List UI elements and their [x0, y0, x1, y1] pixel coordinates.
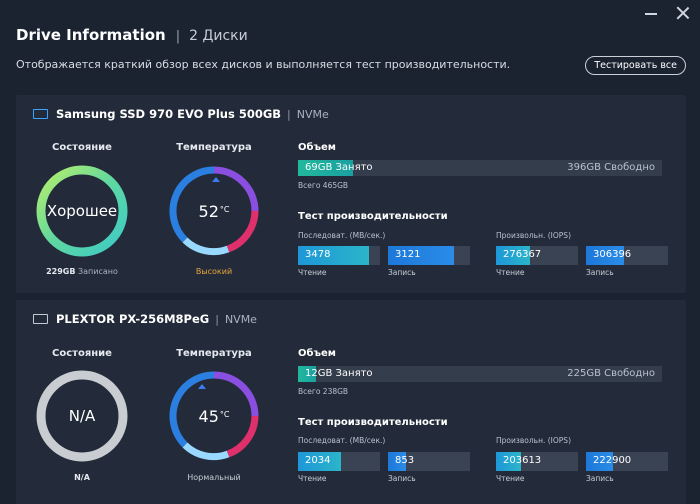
sequential-label: Последоват. (МВ/сек.): [298, 231, 386, 240]
rand-read-caption: Чтение: [496, 474, 525, 483]
temperature-status: Высокий: [195, 267, 233, 276]
volume-free: 225GB Свободно: [567, 368, 655, 379]
temperature-ring: 52 °C: [166, 163, 262, 259]
drive-header: PLEXTOR PX-256M8PeG | NVMe: [33, 312, 257, 326]
seq-write-fill: [388, 452, 407, 471]
volume-used: 12GB Занято: [305, 368, 373, 379]
page-description: Отображается краткий обзор всех дисков и…: [16, 58, 511, 71]
volume-total: Всего 238GB: [298, 387, 349, 396]
random-label: Произвольн. (IOPS): [496, 231, 571, 240]
temperature-ring: 45 °C: [166, 368, 262, 464]
seq-read-fill: [298, 246, 370, 265]
seq-read-fill: [298, 452, 341, 471]
drive-interface: NVMe: [296, 107, 329, 121]
volume-fill: [298, 160, 353, 176]
state-ring: N/A: [34, 368, 130, 464]
drive-name: PLEXTOR PX-256M8PeG: [56, 312, 210, 326]
drive-interface: NVMe: [224, 312, 257, 326]
temperature-label: Температура: [176, 142, 252, 153]
rand-write-fill: [586, 246, 624, 265]
volume-total: Всего 465GB: [298, 181, 349, 190]
seq-write-fill: [388, 246, 454, 265]
seq-read-caption: Чтение: [298, 268, 327, 277]
rand-read-fill: [496, 246, 531, 265]
drive-name: Samsung SSD 970 EVO Plus 500GB: [56, 107, 282, 121]
temperature-value: 45: [198, 406, 219, 426]
written-info: N/A: [27, 473, 137, 482]
temperature-status: Нормальный: [187, 473, 241, 482]
rand-read-bar: 276367: [496, 246, 578, 265]
temperature-marker: [212, 177, 220, 182]
rand-read-bar: 203613: [496, 452, 578, 471]
seq-read-value: 3478: [305, 249, 331, 260]
seq-write-caption: Запись: [388, 268, 416, 277]
rand-write-caption: Запись: [586, 268, 614, 277]
temperature-unit: °C: [219, 204, 230, 214]
drive-card-2: PLEXTOR PX-256M8PeG | NVMe Состояние N/A…: [16, 300, 686, 504]
written-value: N/A: [74, 473, 90, 482]
seq-write-bar: 853: [388, 452, 470, 471]
state-label: Состояние: [52, 142, 112, 153]
drive-card-1: Samsung SSD 970 EVO Plus 500GB | NVMe Со…: [16, 95, 686, 293]
seq-write-value: 853: [395, 455, 415, 466]
rand-write-value: 306396: [593, 249, 632, 260]
drive-separator: |: [287, 107, 291, 121]
rand-read-value: 203613: [503, 455, 542, 466]
seq-write-bar: 3121: [388, 246, 470, 265]
temperature-marker: [198, 384, 206, 389]
written-label: Записано: [78, 267, 118, 276]
seq-read-bar: 2034: [298, 452, 380, 471]
seq-read-caption: Чтение: [298, 474, 327, 483]
window-controls: [644, 6, 690, 20]
rand-write-bar: 306396: [586, 246, 668, 265]
drive-icon: [33, 109, 48, 119]
seq-write-caption: Запись: [388, 474, 416, 483]
state-ring: Хорошее: [34, 163, 130, 259]
temperature-value: 52: [198, 201, 219, 221]
close-icon[interactable]: [676, 6, 690, 20]
rand-read-fill: [496, 452, 522, 471]
performance-label: Тест производительности: [298, 211, 448, 222]
drive-header: Samsung SSD 970 EVO Plus 500GB | NVMe: [33, 107, 329, 121]
volume-used: 69GB Занято: [305, 162, 373, 173]
test-all-button[interactable]: Тестировать все: [585, 56, 686, 75]
page-header: Drive Information | 2 Диски: [16, 26, 248, 44]
title-separator: |: [175, 29, 181, 44]
state-label: Состояние: [52, 348, 112, 359]
drive-icon: [33, 314, 48, 324]
state-value: N/A: [68, 407, 96, 425]
seq-read-value: 2034: [305, 455, 331, 466]
drive-count: 2 Диски: [189, 28, 248, 44]
written-info: 229GB Записано: [27, 267, 137, 276]
volume-bar: 69GB Занято 396GB Свободно: [298, 160, 662, 176]
drive-separator: |: [215, 312, 219, 326]
performance-label: Тест производительности: [298, 417, 448, 428]
rand-write-fill: [586, 452, 614, 471]
volume-label: Объем: [298, 142, 336, 153]
rand-read-value: 276367: [503, 249, 542, 260]
volume-fill: [298, 366, 317, 382]
volume-bar: 12GB Занято 225GB Свободно: [298, 366, 662, 382]
sequential-label: Последоват. (МВ/сек.): [298, 436, 386, 445]
minimize-icon[interactable]: [644, 6, 658, 20]
seq-read-bar: 3478: [298, 246, 380, 265]
page-title: Drive Information: [16, 26, 166, 44]
volume-free: 396GB Свободно: [567, 162, 655, 173]
seq-write-value: 3121: [395, 249, 421, 260]
rand-read-caption: Чтение: [496, 268, 525, 277]
rand-write-caption: Запись: [586, 474, 614, 483]
state-value: Хорошее: [46, 202, 118, 220]
volume-label: Объем: [298, 348, 336, 359]
rand-write-bar: 222900: [586, 452, 668, 471]
random-label: Произвольн. (IOPS): [496, 436, 571, 445]
temperature-unit: °C: [219, 409, 230, 419]
written-value: 229GB: [46, 267, 76, 276]
temperature-label: Температура: [176, 348, 252, 359]
rand-write-value: 222900: [593, 455, 632, 466]
